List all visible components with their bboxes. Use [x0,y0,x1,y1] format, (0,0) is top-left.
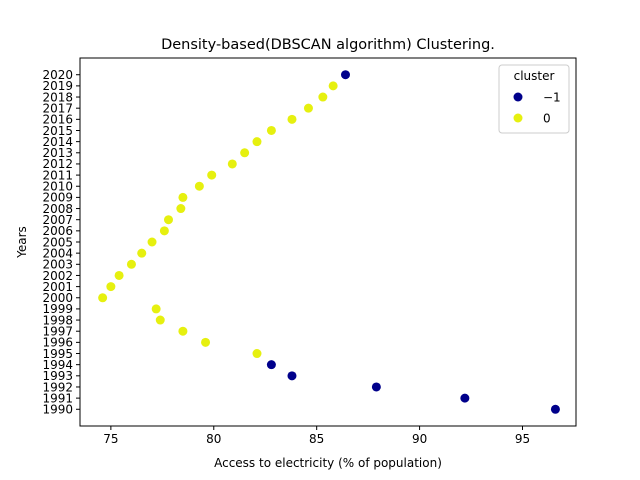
y-tick-label-30: 2020 [42,68,73,82]
y-tick-label-1: 1991 [42,391,73,405]
y-tick-label-7: 1997 [42,325,73,339]
y-tick-label-22: 2012 [42,157,73,171]
y-tick-label-18: 2008 [42,202,73,216]
y-tick-label-15: 2005 [42,235,73,249]
y-tick-label-11: 2001 [42,280,73,294]
y-tick-label-27: 2017 [42,101,73,115]
data-point-series-1-23 [318,92,328,102]
data-point-series-1-9 [137,248,147,258]
y-tick-label-3: 1993 [42,369,73,383]
data-point-series-0-4 [266,360,276,370]
data-point-series-1-1 [201,337,211,347]
data-point-series-0-1 [460,393,470,403]
data-point-series-1-24 [328,81,338,91]
data-point-series-1-7 [114,270,124,280]
y-tick-label-21: 2011 [42,168,73,182]
y-tick-label-5: 1995 [42,347,73,361]
y-tick-label-0: 1990 [42,403,73,417]
y-tick-label-9: 1999 [42,302,73,316]
y-tick-label-29: 2019 [42,79,73,93]
y-tick-label-8: 1998 [42,313,73,327]
data-point-series-1-15 [194,181,204,191]
legend-marker-cluster-0 [513,113,523,123]
data-point-series-1-3 [155,315,165,325]
data-point-series-1-14 [178,192,188,202]
data-point-series-0-0 [550,404,560,414]
data-point-series-0-5 [340,70,350,80]
data-point-series-1-10 [147,237,157,247]
legend-label-cluster-0: 0 [543,112,551,126]
data-point-series-1-16 [207,170,217,180]
y-tick-label-25: 2015 [42,124,73,138]
y-tick-label-19: 2009 [42,191,73,205]
data-point-series-1-21 [287,114,297,124]
y-tick-label-26: 2016 [42,113,73,127]
y-tick-label-14: 2004 [42,246,73,260]
data-point-series-0-2 [371,382,381,392]
x-tick-label-1: 80 [206,432,221,446]
legend: cluster −1 0 [498,64,570,134]
y-tick-label-12: 2002 [42,269,73,283]
data-point-series-1-5 [98,293,108,303]
x-tick-label-3: 90 [412,432,427,446]
data-point-series-1-2 [178,326,188,336]
y-tick-label-23: 2013 [42,146,73,160]
legend-marker-cluster-neg1 [513,92,523,102]
y-tick-label-10: 2000 [42,291,73,305]
legend-label-cluster-neg1: −1 [543,91,561,105]
data-point-series-1-0 [252,349,262,359]
data-point-series-1-12 [163,215,173,225]
data-point-series-1-17 [227,159,237,169]
y-tick-label-16: 2006 [42,224,73,238]
data-point-series-0-3 [287,371,297,381]
data-point-series-1-18 [240,148,250,158]
y-tick-label-2: 1992 [42,380,73,394]
data-point-series-1-22 [303,103,313,113]
data-point-series-1-11 [159,226,169,236]
data-point-series-1-19 [252,137,262,147]
x-tick-label-2: 85 [309,432,324,446]
y-tick-label-6: 1996 [42,336,73,350]
x-tick-label-0: 75 [103,432,118,446]
data-point-series-1-8 [126,259,136,269]
y-tick-label-17: 2007 [42,213,73,227]
data-point-series-1-13 [176,204,186,214]
y-axis-label: Years [15,226,29,259]
y-tick-label-4: 1994 [42,358,73,372]
y-tick-label-20: 2010 [42,180,73,194]
data-point-series-1-20 [266,125,276,135]
y-tick-label-28: 2018 [42,90,73,104]
legend-title: cluster [514,69,555,83]
y-tick-label-24: 2014 [42,135,73,149]
data-points [98,70,560,414]
chart-title: Density-based(DBSCAN algorithm) Clusteri… [161,37,495,53]
x-axis-label: Access to electricity (% of population) [214,456,442,470]
x-tick-label-4: 95 [515,432,530,446]
y-tick-label-13: 2003 [42,258,73,272]
data-point-series-1-4 [151,304,161,314]
x-axis-ticks: 75 80 85 90 95 [103,426,530,446]
y-axis-ticks: 1990199119921993199419951996199719981999… [42,68,80,417]
data-point-series-1-6 [106,282,116,292]
